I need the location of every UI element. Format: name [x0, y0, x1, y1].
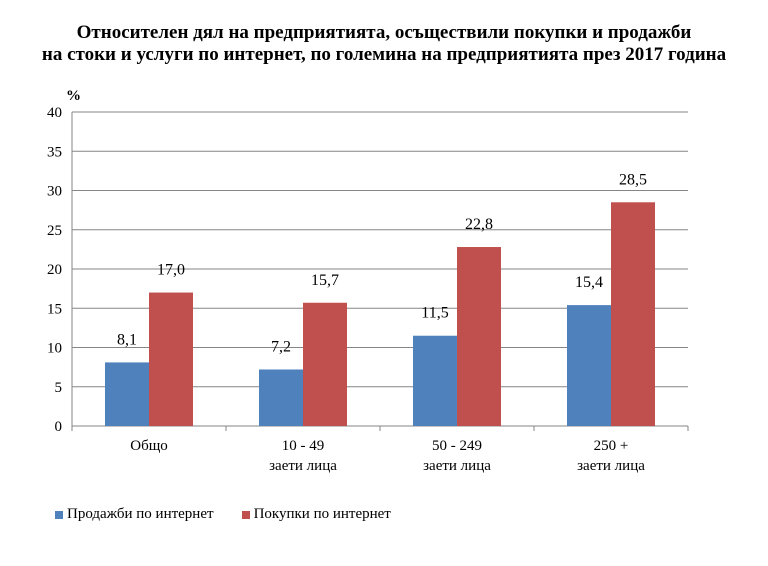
x-tick-label: заети лица: [269, 458, 337, 474]
y-axis-unit: %: [66, 88, 81, 104]
data-label: 22,8: [465, 216, 493, 233]
x-tick-label: заети лица: [577, 458, 645, 474]
bar-purchases: [457, 247, 501, 426]
legend-label-purchases: Покупки по интернет: [253, 506, 391, 522]
data-label: 17,0: [157, 262, 185, 279]
y-tick-label: 30: [47, 184, 62, 200]
x-tick-label: 10 - 49: [282, 438, 325, 454]
x-tick-label: 250 +: [594, 438, 629, 454]
y-tick-label: 10: [47, 341, 62, 357]
data-label: 15,7: [311, 272, 339, 289]
bar-sales: [413, 335, 457, 426]
bar-purchases: [303, 302, 347, 426]
chart-title: Относителен дял на предприятията, осъщес…: [0, 22, 768, 66]
data-label: 28,5: [619, 171, 647, 188]
y-tick-label: 0: [55, 419, 63, 435]
legend-swatch-purchases: [241, 510, 250, 519]
legend-item-purchases: Покупки по интернет: [241, 506, 391, 523]
y-tick-label: 25: [47, 223, 62, 239]
data-label: 11,5: [421, 305, 448, 322]
y-tick-label: 15: [47, 301, 62, 317]
x-tick-label: заети лица: [423, 458, 491, 474]
y-tick-label: 35: [47, 144, 62, 160]
x-tick-label: 50 - 249: [432, 438, 482, 454]
bar-purchases: [611, 202, 655, 426]
y-tick-label: 5: [55, 380, 63, 396]
chart-title-line-1: Относителен дял на предприятията, осъщес…: [76, 22, 692, 43]
chart-title-line-2: на стоки и услуги по интернет, по големи…: [41, 44, 727, 65]
y-tick-label: 20: [47, 262, 62, 278]
bar-purchases: [149, 292, 193, 426]
bar-sales: [105, 362, 149, 426]
x-tick-label: Общо: [130, 438, 168, 454]
data-label: 8,1: [117, 331, 137, 348]
bar-sales: [259, 369, 303, 426]
bar-sales: [567, 305, 611, 426]
legend: Продажби по интернет Покупки по интернет: [55, 506, 391, 523]
data-label: 15,4: [575, 274, 603, 291]
y-tick-label: 40: [47, 105, 62, 121]
legend-swatch-sales: [55, 510, 63, 519]
data-label: 7,2: [271, 338, 291, 355]
legend-item-sales: Продажби по интернет: [55, 506, 214, 523]
legend-label-sales: Продажби по интернет: [67, 506, 214, 522]
